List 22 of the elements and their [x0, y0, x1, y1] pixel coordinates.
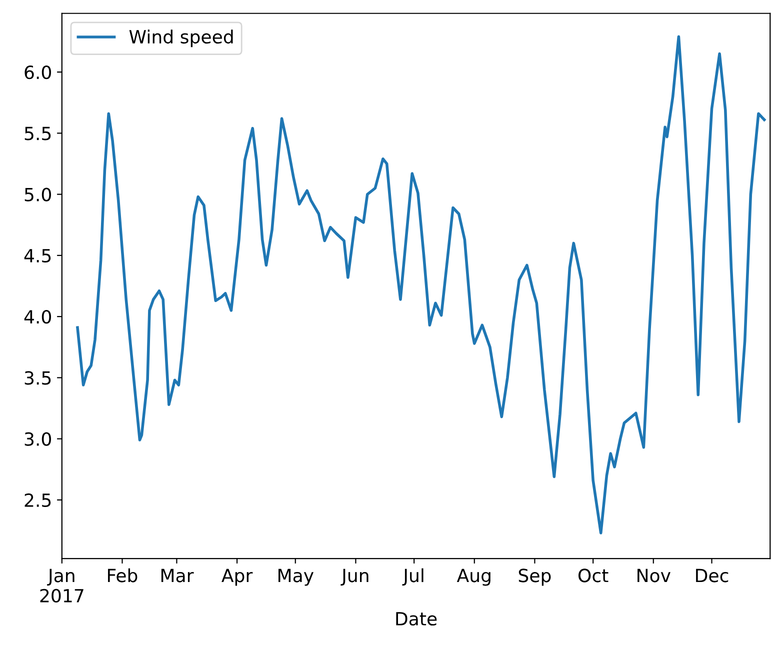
legend-label: Wind speed — [129, 30, 233, 48]
y-tick-label: 4.5 — [24, 249, 51, 263]
x-tick-label: Jan 2017 — [40, 568, 84, 603]
x-tick-label: Nov — [638, 568, 670, 582]
x-tick-label: Apr — [222, 568, 253, 586]
y-tick-label: 6.0 — [24, 66, 51, 80]
x-tick-label: Oct — [578, 568, 608, 582]
x-tick-label: Mar — [161, 568, 194, 582]
y-tick-label: 3.5 — [24, 371, 51, 385]
x-tick-label: Jul — [402, 568, 424, 586]
x-axis-title: Date — [396, 612, 437, 626]
x-tick-label: Dec — [696, 568, 728, 582]
x-tick-label: Feb — [108, 568, 138, 582]
y-tick-label: 5.0 — [24, 188, 51, 202]
y-tick-label: 3.0 — [24, 432, 51, 446]
x-tick-label: Sep — [518, 568, 551, 586]
x-tick-label: May — [278, 568, 314, 586]
y-tick-label: 4.0 — [24, 310, 51, 324]
y-tick-label: 2.5 — [24, 493, 51, 508]
x-tick-label: Jun — [340, 568, 368, 586]
y-tick-label: 5.5 — [24, 126, 51, 140]
x-tick-label: Aug — [456, 568, 490, 586]
